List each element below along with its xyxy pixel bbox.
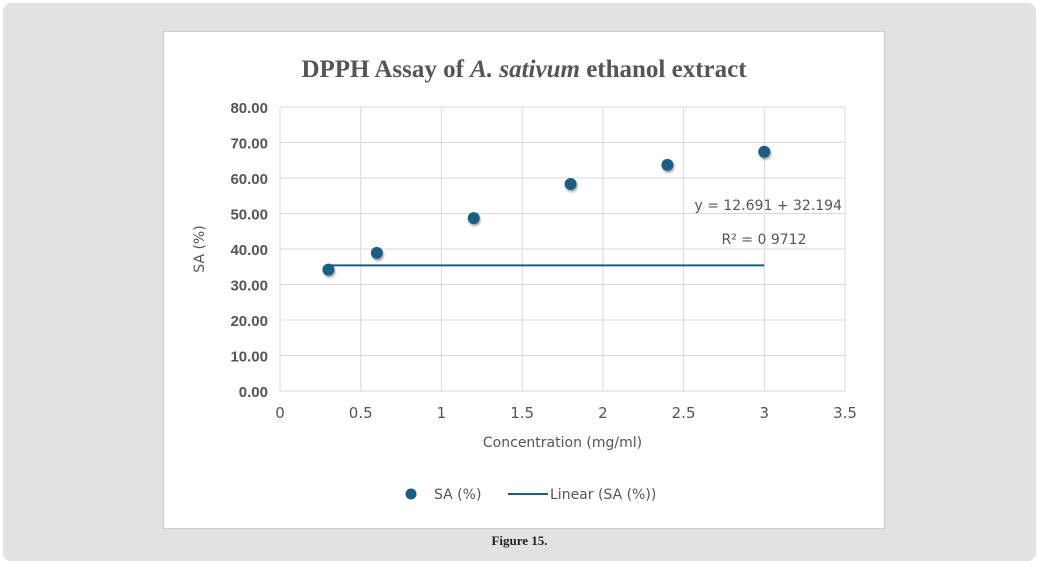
figure-frame: DPPH Assay of A. sativum ethanol extract… xyxy=(3,3,1036,561)
x-tick-label: 1 xyxy=(437,404,447,422)
x-tick-label: 0 xyxy=(275,404,285,422)
r-squared-label: R² = 0 9712 xyxy=(722,232,807,248)
data-point xyxy=(370,246,383,259)
y-tick-label: 10.00 xyxy=(230,349,268,366)
y-tick-label: 40.00 xyxy=(230,242,268,259)
y-tick-label: 60.00 xyxy=(230,171,268,188)
x-axis-label: Concentration (mg/ml) xyxy=(483,435,642,451)
data-point xyxy=(661,158,674,171)
legend-marker-sa xyxy=(405,488,417,500)
x-tick-label: 0.5 xyxy=(349,404,373,422)
y-tick-label: 70.00 xyxy=(230,136,268,153)
x-tick-label: 3.5 xyxy=(833,404,857,422)
figure-caption: Figure 15. xyxy=(491,533,548,548)
data-point xyxy=(564,178,577,191)
x-tick-label: 2.5 xyxy=(672,404,696,422)
y-tick-label: 50.00 xyxy=(230,207,268,224)
y-tick-label: 80.00 xyxy=(230,100,268,117)
x-tick-label: 2 xyxy=(598,404,608,422)
data-point xyxy=(322,263,335,276)
chart-card: DPPH Assay of A. sativum ethanol extract… xyxy=(163,31,885,529)
data-point xyxy=(467,212,480,225)
data-point xyxy=(758,145,771,158)
chart-title: DPPH Assay of A. sativum ethanol extract xyxy=(301,56,747,83)
legend-label-sa: SA (%) xyxy=(434,487,481,503)
legend-label-linear: Linear (SA (%)) xyxy=(550,487,656,503)
dpph-chart: DPPH Assay of A. sativum ethanol extract… xyxy=(192,56,857,503)
trendline-equation: y = 12.691 + 32.194 xyxy=(694,198,842,214)
y-tick-label: 20.00 xyxy=(230,313,268,330)
x-tick-label: 1.5 xyxy=(510,404,534,422)
y-axis-label: SA (%) xyxy=(192,225,208,272)
y-tick-label: 0.00 xyxy=(239,384,268,401)
x-tick-label: 3 xyxy=(760,404,770,422)
y-tick-label: 30.00 xyxy=(230,278,268,295)
